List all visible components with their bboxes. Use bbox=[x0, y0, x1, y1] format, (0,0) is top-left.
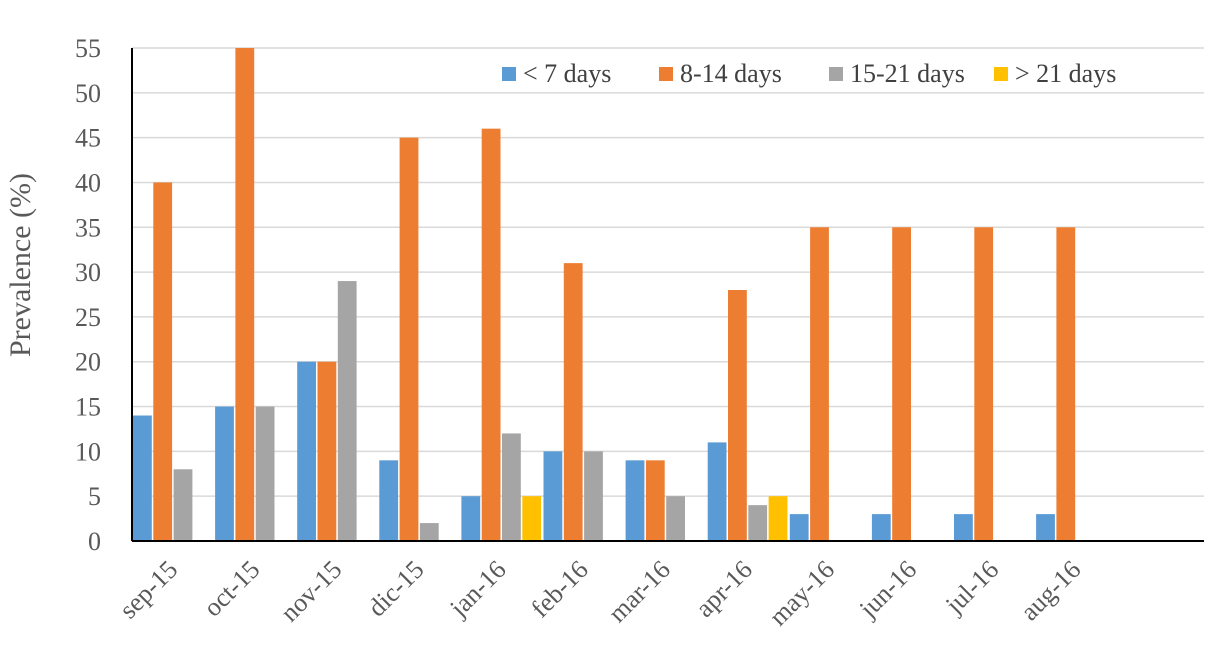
bar bbox=[789, 514, 809, 541]
bar bbox=[317, 361, 337, 541]
legend-swatch bbox=[659, 67, 673, 81]
y-tick-label: 25 bbox=[75, 303, 101, 332]
y-tick-label: 5 bbox=[88, 482, 101, 511]
bar bbox=[255, 406, 275, 541]
x-tick-labels: sep-15 oct-15 nov-15 dic-15 jan-16 feb-16 mar-… bbox=[114, 555, 1087, 632]
bar bbox=[1056, 227, 1076, 542]
y-tick-label: 30 bbox=[75, 258, 101, 287]
bar bbox=[153, 182, 173, 542]
axes bbox=[131, 48, 1204, 542]
x-tick-label: jan-16 bbox=[444, 555, 512, 623]
legend-label: 8-14 days bbox=[680, 59, 782, 88]
x-tick-label: may-16 bbox=[763, 555, 840, 632]
legend-swatch bbox=[829, 67, 843, 81]
y-tick-label: 10 bbox=[75, 437, 101, 466]
legend-item: > 21 days bbox=[994, 59, 1116, 88]
bar bbox=[584, 451, 603, 541]
bar bbox=[215, 406, 234, 541]
x-tick-label: mar-16 bbox=[603, 555, 676, 628]
x-tick-label: jul-16 bbox=[939, 555, 1004, 620]
bar bbox=[481, 128, 501, 541]
bar bbox=[1036, 514, 1055, 541]
bar bbox=[235, 48, 255, 541]
legend-item: 15-21 days bbox=[829, 59, 965, 88]
bar bbox=[399, 137, 419, 542]
x-tick-label: nov-15 bbox=[275, 555, 348, 628]
y-tick-label: 35 bbox=[75, 213, 101, 242]
bar bbox=[768, 496, 788, 541]
y-tick-label: 20 bbox=[75, 348, 101, 377]
bars bbox=[133, 48, 1076, 542]
bar bbox=[954, 514, 973, 541]
x-tick-label: dic-15 bbox=[362, 555, 429, 622]
legend-swatch bbox=[994, 67, 1008, 81]
x-tick-label: sep-15 bbox=[114, 555, 184, 625]
bar bbox=[522, 496, 542, 541]
x-tick-label: jun-16 bbox=[853, 555, 922, 624]
bar bbox=[461, 496, 481, 541]
bar bbox=[892, 227, 911, 542]
gridlines bbox=[132, 47, 1204, 497]
legend-label: < 7 days bbox=[523, 59, 611, 88]
bar bbox=[173, 469, 193, 541]
legend-item: 8-14 days bbox=[659, 59, 782, 88]
bar bbox=[728, 290, 747, 541]
bar bbox=[133, 415, 152, 541]
y-tick-label: 50 bbox=[75, 79, 101, 108]
bar bbox=[379, 460, 399, 541]
legend: < 7 days 8-14 days 15-21 days > 21 days bbox=[502, 59, 1116, 88]
bar bbox=[645, 460, 665, 541]
bar bbox=[563, 263, 583, 541]
y-tick-label: 15 bbox=[75, 393, 101, 422]
bar bbox=[337, 281, 357, 541]
bar bbox=[666, 496, 685, 541]
x-tick-label: feb-16 bbox=[525, 555, 593, 623]
y-tick-label: 0 bbox=[88, 527, 101, 556]
bar bbox=[625, 460, 645, 541]
y-tick-label: 55 bbox=[75, 34, 101, 63]
bar bbox=[748, 505, 768, 541]
legend-label: > 21 days bbox=[1015, 59, 1116, 88]
legend-item: < 7 days bbox=[502, 59, 611, 88]
x-tick-label: oct-15 bbox=[198, 555, 265, 622]
bar bbox=[543, 451, 563, 541]
bar bbox=[502, 433, 521, 541]
x-tick-label: aug-16 bbox=[1015, 555, 1087, 627]
y-tick-label: 40 bbox=[75, 168, 101, 197]
y-tick-label: 45 bbox=[75, 124, 101, 153]
y-axis-title: Prevalence (%) bbox=[4, 173, 37, 357]
bar bbox=[707, 442, 727, 541]
legend-swatch bbox=[502, 67, 516, 81]
bar bbox=[297, 361, 316, 541]
x-tick-label: apr-16 bbox=[690, 555, 758, 623]
bar bbox=[871, 514, 891, 541]
legend-label: 15-21 days bbox=[850, 59, 965, 88]
bar bbox=[810, 227, 829, 542]
bar bbox=[419, 523, 439, 541]
bar bbox=[974, 227, 994, 542]
y-tick-labels: 0 5 10 15 20 25 30 35 40 45 50 55 bbox=[75, 34, 101, 556]
